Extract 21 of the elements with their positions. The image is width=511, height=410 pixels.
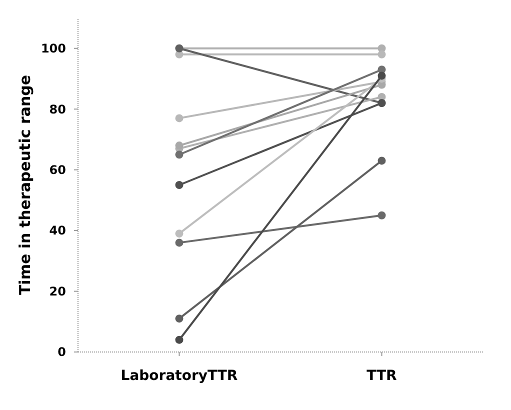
point — [175, 238, 184, 247]
point — [175, 336, 184, 344]
y-axis-title: Time in therapeutic range — [16, 74, 34, 296]
point — [378, 50, 386, 58]
y-tick-label: 0 — [58, 345, 66, 360]
point — [378, 211, 386, 220]
point — [175, 230, 184, 238]
point — [175, 114, 184, 122]
x-tick-label: TTR — [366, 368, 398, 384]
point — [378, 72, 386, 80]
point — [175, 150, 184, 159]
point — [175, 314, 184, 323]
point — [175, 142, 184, 150]
x-tick-label: LaboratoryTTR — [120, 368, 238, 384]
y-tick-label: 80 — [49, 102, 66, 116]
y-tick-label: 60 — [49, 163, 66, 178]
y-tick-label: 20 — [49, 284, 66, 298]
y-tick-label: 100 — [40, 42, 66, 56]
point — [378, 156, 386, 165]
point — [175, 181, 184, 189]
y-tick-label: 40 — [49, 224, 66, 238]
